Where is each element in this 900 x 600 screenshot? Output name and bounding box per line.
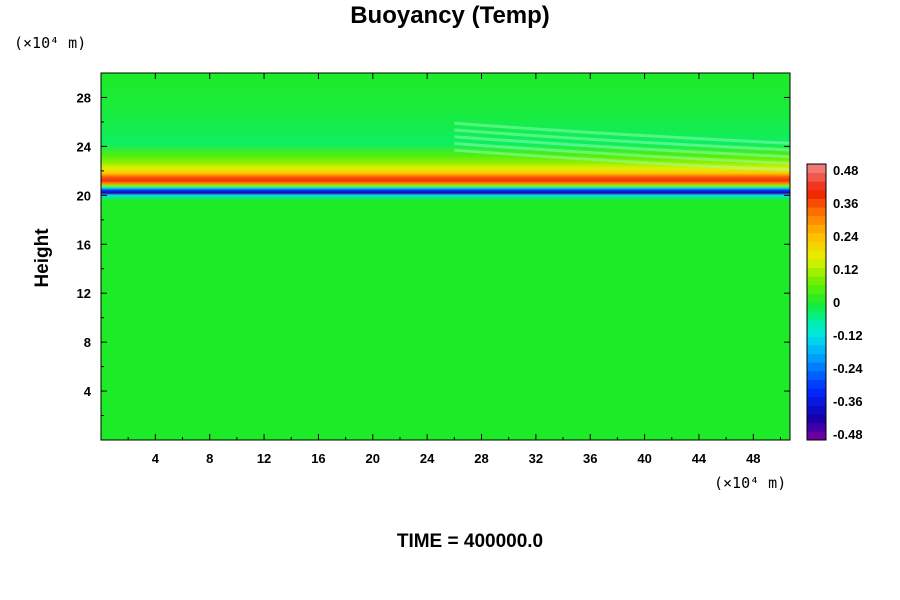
- y-axis-unit: (×10⁴ m): [14, 34, 87, 52]
- colorbar-label-8: -0.48: [833, 427, 863, 442]
- plot-area: [100, 72, 791, 441]
- colorbar-segment-22: [807, 241, 826, 251]
- colorbar-segment-30: [807, 172, 826, 182]
- colorbar-segment-7: [807, 371, 826, 381]
- colorbar-segment-13: [807, 319, 826, 329]
- x-tick-label-3: 16: [311, 451, 325, 466]
- colorbar-segment-11: [807, 336, 826, 346]
- x-tick-label-8: 36: [583, 451, 597, 466]
- colorbar-segment-29: [807, 181, 826, 191]
- colorbar-segment-31: [807, 164, 826, 174]
- colorbar-segment-28: [807, 189, 826, 199]
- colorbar-segment-3: [807, 405, 826, 415]
- y-tick-label-1: 8: [84, 335, 91, 350]
- colorbar-segment-6: [807, 379, 826, 389]
- y-tick-label-3: 16: [77, 237, 91, 252]
- colorbar: 0.48 0.36 0.24 0.12 0 -0.12 -0.24 -0.36 -0.48: [806, 163, 863, 442]
- colorbar-segment-26: [807, 207, 826, 217]
- heatmap-field: [101, 73, 790, 440]
- colorbar-segment-20: [807, 258, 826, 268]
- time-label: TIME = 400000.0: [396, 531, 544, 552]
- y-axis: 4 8 12 16 20 24 28: [77, 90, 790, 417]
- colorbar-segment-5: [807, 388, 826, 398]
- colorbar-segment-14: [807, 310, 826, 320]
- colorbar-label-5: -0.12: [833, 328, 863, 343]
- wave-streak-2: [454, 135, 791, 159]
- colorbar-segment-9: [807, 353, 826, 363]
- colorbar-segment-18: [807, 276, 826, 286]
- x-tick-label-5: 24: [420, 451, 435, 466]
- colorbar-segment-10: [807, 345, 826, 355]
- colorbar-segment-21: [807, 250, 826, 260]
- colorbar-label-7: -0.36: [833, 394, 863, 409]
- colorbar-label-2: 0.24: [833, 229, 859, 244]
- x-tick-label-9: 40: [637, 451, 651, 466]
- wave-streak-1: [454, 128, 791, 152]
- colorbar-segment-25: [807, 215, 826, 225]
- x-tick-label-2: 12: [257, 451, 271, 466]
- y-tick-label-6: 28: [77, 90, 91, 105]
- wave-streak-4: [454, 148, 791, 172]
- colorbar-segment-23: [807, 233, 826, 243]
- colorbar-label-6: -0.24: [833, 361, 863, 376]
- colorbar-label-4: 0: [833, 295, 840, 310]
- x-tick-label-0: 4: [152, 451, 160, 466]
- colorbar-segment-17: [807, 284, 826, 294]
- colorbar-segment-27: [807, 198, 826, 208]
- colorbar-segment-19: [807, 267, 826, 277]
- wave-streak-3: [454, 141, 791, 165]
- colorbar-segment-8: [807, 362, 826, 372]
- y-tick-label-0: 4: [84, 384, 92, 399]
- colorbar-segment-15: [807, 302, 826, 312]
- x-tick-label-6: 28: [474, 451, 488, 466]
- chart-title: Buoyancy (Temp): [350, 2, 550, 29]
- x-tick-label-4: 20: [366, 451, 380, 466]
- y-tick-label-4: 20: [77, 188, 91, 203]
- colorbar-segment-12: [807, 327, 826, 337]
- x-tick-label-10: 44: [692, 451, 707, 466]
- colorbar-segment-24: [807, 224, 826, 234]
- plot-frame: [100, 72, 791, 441]
- y-tick-label-2: 12: [77, 286, 91, 301]
- x-tick-label-1: 8: [206, 451, 213, 466]
- y-tick-label-5: 24: [77, 139, 92, 154]
- colorbar-segment-2: [807, 414, 826, 424]
- colorbar-frame: [806, 163, 827, 441]
- colorbar-segment-1: [807, 422, 826, 432]
- colorbar-segment-4: [807, 396, 826, 406]
- colorbar-label-1: 0.36: [833, 196, 858, 211]
- colorbar-segment-16: [807, 293, 826, 303]
- x-axis-unit: (×10⁴ m): [714, 474, 787, 492]
- colorbar-label-3: 0.12: [833, 262, 858, 277]
- x-tick-label-11: 48: [746, 451, 760, 466]
- x-axis: 4 8 12 16 20 24 28 32 36 40 44 48: [127, 73, 781, 466]
- colorbar-segment-0: [807, 431, 826, 441]
- wave-streak-0: [454, 121, 791, 145]
- colorbar-label-0: 0.48: [833, 163, 858, 178]
- x-tick-label-7: 32: [529, 451, 543, 466]
